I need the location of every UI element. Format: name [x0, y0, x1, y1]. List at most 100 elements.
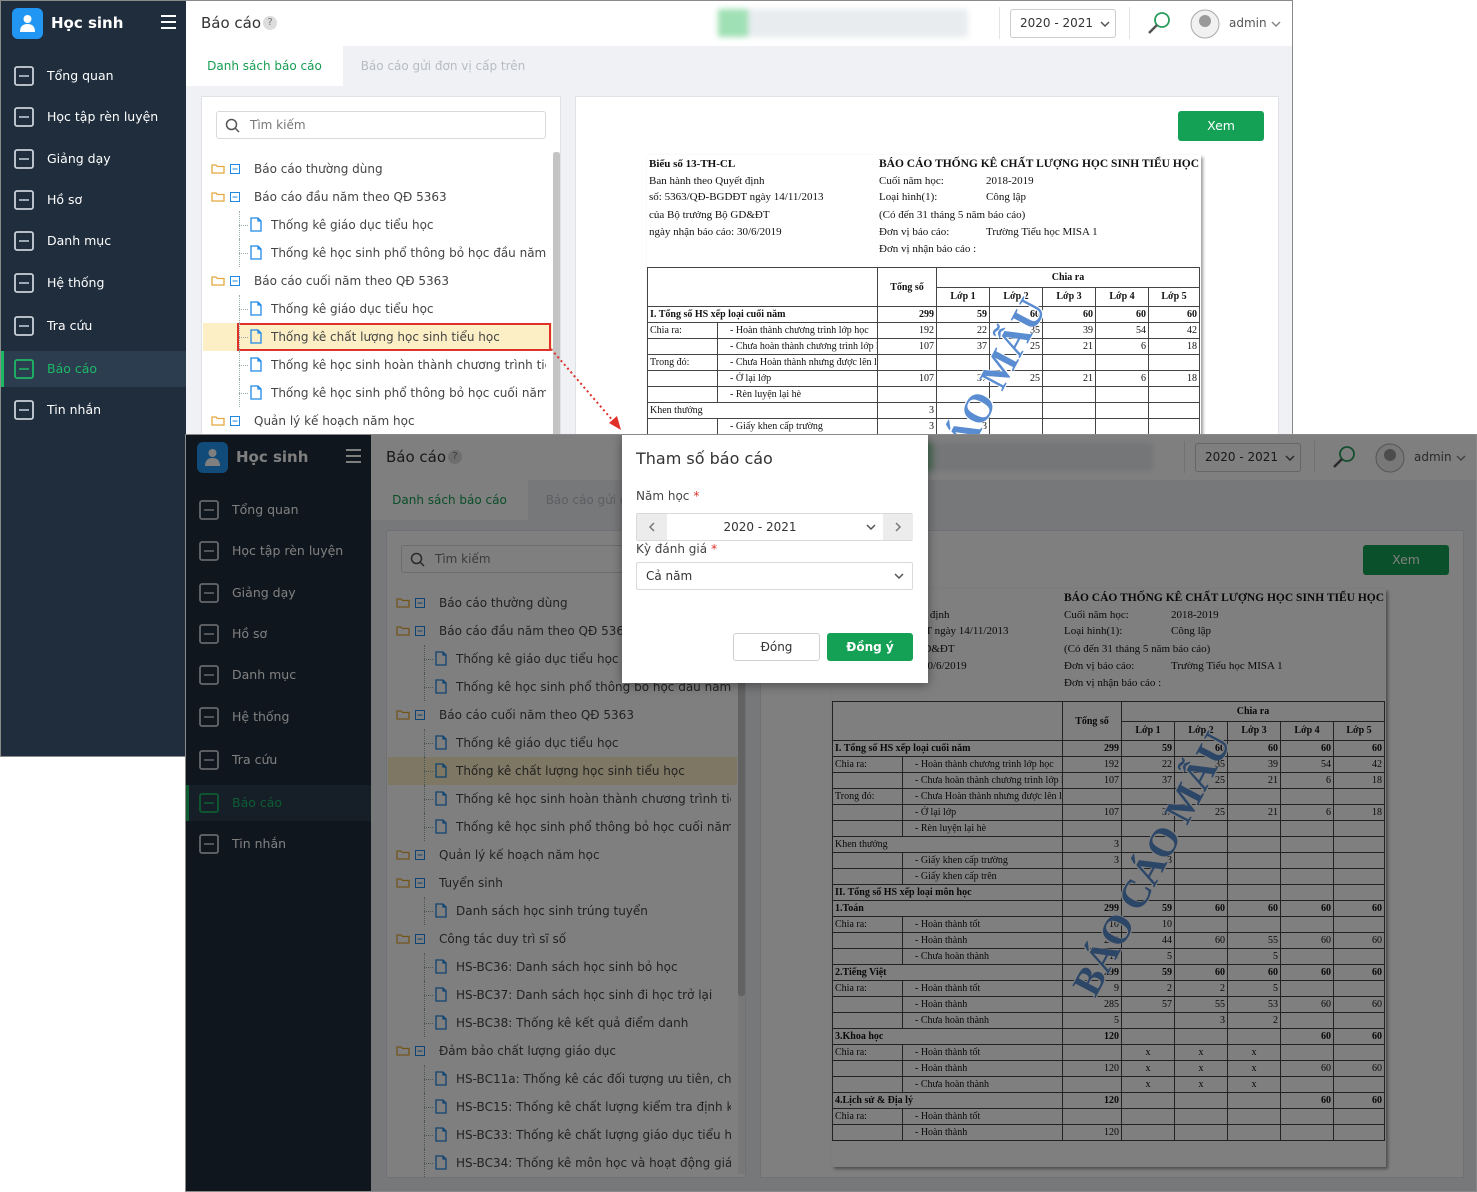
tree-report-label[interactable]: Thống kê học sinh phổ thông bỏ học đầu n…	[271, 246, 546, 260]
menu-label: Hệ thống	[47, 275, 105, 290]
help-icon[interactable]: ?	[263, 16, 277, 30]
menu-icon-shape	[14, 359, 34, 379]
field-value: Cả năm	[646, 569, 693, 583]
tree-report-label[interactable]: Thống kê giáo dục tiểu học	[271, 302, 434, 316]
field-label: Năm học *	[636, 485, 836, 507]
tree-folder-label[interactable]: Báo cáo đầu năm theo QĐ 5363	[254, 190, 447, 204]
report-cell: 21	[1042, 370, 1096, 387]
report-head-grade: Lớp 4	[1095, 286, 1149, 307]
tab[interactable]: Danh sách báo cáo	[186, 46, 343, 86]
report-cell: 59	[936, 306, 990, 323]
report-cell	[1095, 354, 1149, 371]
report-meta-value: Công lập	[986, 191, 1027, 203]
report-head-grade: Lớp 1	[936, 286, 990, 307]
view-button[interactable]: Xem	[1178, 111, 1264, 141]
next-year-button[interactable]	[883, 514, 913, 540]
tree-folder-label[interactable]: Báo cáo cuối năm theo QĐ 5363	[254, 274, 449, 288]
report-row-label	[647, 370, 718, 387]
report-row-label: Chia ra:	[647, 322, 718, 339]
report-cell: 21	[1042, 338, 1096, 355]
folder-shape	[211, 192, 225, 202]
logo-icon	[12, 8, 43, 39]
menu-label: Học tập rèn luyện	[47, 109, 159, 124]
report-cell: 107	[877, 370, 937, 387]
menu-icon-shape	[14, 400, 34, 420]
document-icon	[250, 385, 262, 400]
page-title: Báo cáo	[201, 14, 262, 32]
menu-item[interactable]: Tổng quan	[1, 58, 186, 94]
menu-item[interactable]: Danh mục	[1, 223, 186, 259]
report-cell	[1095, 402, 1149, 419]
menu-icon	[14, 107, 34, 127]
report-meta-value: 2018-2019	[986, 175, 1034, 187]
prev-year-button[interactable]	[637, 514, 667, 540]
report-cell: 3	[877, 418, 937, 435]
report-meta-label: Đơn vị nhận báo cáo :	[879, 243, 977, 255]
report-cell	[877, 386, 937, 403]
menu-item[interactable]: Tra cứu	[1, 308, 186, 344]
report-row-label	[647, 386, 718, 403]
arrow-icon	[895, 522, 902, 532]
year-select[interactable]: 2020 - 2021	[1010, 9, 1116, 38]
chevron-stroke	[1100, 21, 1110, 27]
report-cell: 192	[877, 322, 937, 339]
menu-item[interactable]: Hệ thống	[1, 265, 186, 301]
report-row-sublabel: - Chưa hoàn thành chương trình lớp học	[717, 338, 878, 355]
dialog: Tham số báo cáo Năm học * 2020 - 2021 Kỳ đán…	[622, 435, 928, 683]
tree-guide	[239, 365, 248, 366]
cancel-button[interactable]: Đóng	[733, 633, 820, 661]
chevron-stroke	[866, 524, 876, 530]
report-row-sublabel: - Ở lại lớp	[717, 370, 878, 387]
menu-item[interactable]: Báo cáo	[1, 351, 186, 387]
report-row-label: Trong đó:	[647, 354, 718, 371]
menu-item[interactable]: Giảng dạy	[1, 141, 186, 177]
folder-shape	[211, 416, 225, 426]
report-cell	[1148, 402, 1200, 419]
field-select[interactable]: 2020 - 2021	[636, 513, 913, 541]
report-cell: 6	[1095, 338, 1149, 355]
collapse-icon	[230, 192, 240, 202]
menu-item[interactable]: Hồ sơ	[1, 182, 186, 218]
field-select[interactable]: Cả năm	[636, 562, 913, 590]
menu-item[interactable]: Tin nhắn	[1, 392, 186, 428]
tree-folder-label[interactable]: Báo cáo thường dùng	[254, 162, 383, 176]
menu-label: Hồ sơ	[47, 192, 83, 207]
ok-button[interactable]: Đồng ý	[827, 633, 913, 661]
search-tool-icon	[1148, 12, 1170, 34]
tree-report-label[interactable]: Thống kê chất lượng học sinh tiểu học	[271, 330, 500, 344]
menu-label: Danh mục	[47, 233, 112, 248]
user-name[interactable]: admin	[1229, 16, 1267, 30]
menu-icon-shape	[14, 190, 34, 210]
tree-report-label[interactable]: Thống kê giáo dục tiểu học	[271, 218, 434, 232]
report-cell: 18	[1148, 338, 1200, 355]
search-box[interactable]: Tìm kiếm	[216, 111, 546, 139]
document-shape	[250, 245, 262, 260]
menu-item[interactable]: Học tập rèn luyện	[1, 99, 186, 135]
collapse-box	[230, 192, 240, 202]
tab-bar: Danh sách báo cáo Báo cáo gửi đơn vị cấp …	[186, 46, 1292, 86]
chevron	[1100, 21, 1110, 27]
menu-label: Báo cáo	[47, 361, 98, 376]
menu-icon-shape	[14, 231, 34, 251]
required-mark: *	[711, 542, 718, 556]
collapse-box	[230, 276, 240, 286]
hamburger-bar	[161, 15, 176, 17]
menu-icon	[14, 231, 34, 251]
report-cell	[1148, 418, 1200, 435]
menu-active-bar	[1, 351, 4, 387]
report-left-header: của Bộ trưởng Bộ GD&ĐT	[649, 209, 770, 221]
tree-folder-label[interactable]: Quản lý kế hoạch năm học	[254, 414, 415, 428]
report-cell	[1042, 354, 1096, 371]
report-row-sublabel: - Hoàn thành chương trình lớp học	[717, 322, 878, 339]
tab[interactable]: Báo cáo gửi đơn vị cấp trên	[360, 59, 526, 73]
tree-report-label[interactable]: Thống kê học sinh phổ thông bỏ học cuối …	[271, 386, 546, 400]
report-row-sublabel: - Chưa Hoàn thành nhưng được lên lớp	[717, 354, 878, 371]
search-icon-ring	[225, 118, 238, 131]
divider	[1129, 7, 1130, 39]
tree-report-label[interactable]: Thống kê học sinh hoàn thành chương trìn…	[271, 358, 546, 372]
report-cell	[1042, 418, 1096, 435]
